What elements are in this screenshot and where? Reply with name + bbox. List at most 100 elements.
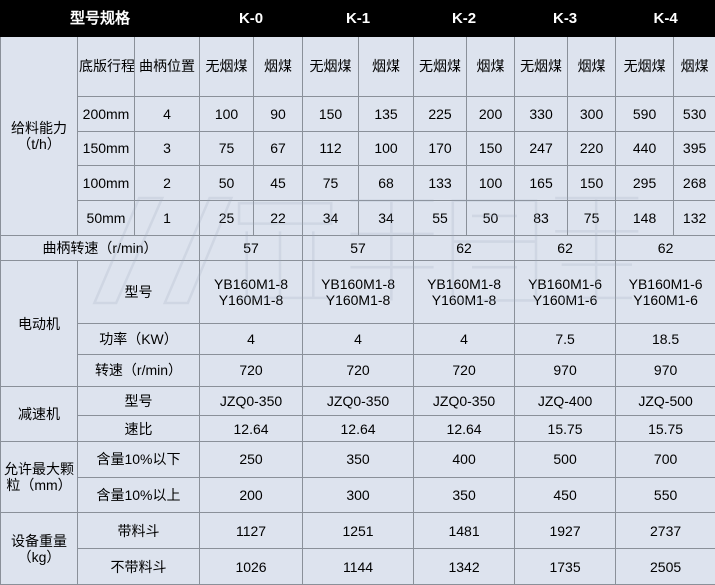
row-label-motor: 电动机	[0, 260, 78, 387]
feeding-stroke-2: 100mm	[77, 165, 135, 202]
feeding-value-1-3: 100	[358, 130, 415, 167]
feeding-value-0-1: 90	[253, 95, 304, 132]
table-row: 150mm 3 75 67 112 100 170 150 247 220 44…	[1, 130, 715, 167]
max-particle-above-value-1: 300	[302, 476, 415, 514]
feeding-value-2-7: 150	[567, 165, 617, 202]
feeding-value-2-5: 100	[466, 165, 516, 202]
without-hopper-value-0: 1026	[199, 548, 304, 585]
feeding-value-2-3: 68	[358, 165, 415, 202]
motor-model-value-3: YB160M1-6 Y160M1-6	[514, 260, 617, 324]
feeding-value-2-2: 75	[302, 165, 360, 202]
max-particle-below-value-2: 400	[413, 440, 516, 478]
feeding-stroke-1: 150mm	[77, 130, 135, 167]
feeding-value-3-7: 75	[567, 200, 617, 236]
subheader-coal-type-8: 无烟煤	[615, 35, 675, 97]
table-header-row: 型号规格 K-0 K-1 K-2 K-3 K-4	[0, 0, 715, 37]
crank-speed-value-0: 57	[199, 234, 304, 262]
feeding-value-3-8: 148	[615, 200, 675, 236]
motor-power-value-0: 4	[199, 322, 304, 356]
max-particle-above-value-0: 200	[199, 476, 304, 514]
max-particle-label-line2: 粒（mm）	[6, 477, 72, 494]
feeding-value-0-7: 300	[567, 95, 617, 132]
motor-power-row: 功率（KW） 4 4 4 7.5 18.5	[1, 322, 715, 356]
motor-model-3-line2: Y160M1-6	[532, 291, 598, 308]
reducer-model-value-2: JZQ0-350	[413, 385, 516, 417]
motor-model-value-4: YB160M1-6 Y160M1-6	[615, 260, 715, 324]
feeding-value-1-4: 170	[413, 130, 468, 167]
subheader-coal-type-4: 无烟煤	[413, 35, 468, 97]
feeding-value-3-1: 22	[253, 200, 304, 236]
motor-speed-value-4: 970	[615, 354, 715, 387]
motor-model-4-line1: YB160M1-6	[628, 275, 703, 292]
motor-model-value-2: YB160M1-8 Y160M1-8	[413, 260, 516, 324]
max-particle-below-label: 含量10%以下	[76, 440, 201, 478]
feeding-crank-3: 1	[133, 200, 201, 236]
table-row: 100mm 2 50 45 75 68 133 100 165 150 295 …	[1, 165, 715, 202]
feeding-stroke-0: 200mm	[77, 95, 135, 132]
with-hopper-label: 带料斗	[76, 512, 201, 550]
reducer-model-value-4: JZQ-500	[615, 385, 715, 417]
feeding-value-3-2: 34	[302, 200, 360, 236]
feeding-value-0-6: 330	[514, 95, 569, 132]
without-hopper-value-4: 2505	[615, 548, 715, 585]
reducer-model-value-1: JZQ0-350	[302, 385, 415, 417]
reducer-model-label: 型号	[76, 385, 201, 417]
without-hopper-value-2: 1342	[413, 548, 516, 585]
reducer-ratio-value-2: 12.64	[413, 415, 516, 442]
feeding-value-3-5: 50	[466, 200, 516, 236]
motor-model-3-line1: YB160M1-6	[528, 275, 603, 292]
header-spec-label: 型号规格	[0, 0, 201, 37]
max-particle-above-row: 含量10%以上 200 300 350 450 550	[1, 476, 715, 514]
feeding-stroke-3: 50mm	[77, 200, 135, 236]
with-hopper-value-0: 1127	[199, 512, 304, 550]
reducer-model-value-0: JZQ0-350	[199, 385, 304, 417]
with-hopper-value-3: 1927	[514, 512, 617, 550]
reducer-ratio-label: 速比	[76, 415, 201, 442]
motor-power-value-3: 7.5	[514, 322, 617, 356]
header-model-k2: K-2	[413, 0, 516, 37]
feeding-value-3-9: 132	[673, 200, 715, 236]
subheader-coal-type-3: 烟煤	[358, 35, 415, 97]
header-model-k1: K-1	[302, 0, 415, 37]
feeding-crank-0: 4	[133, 95, 201, 132]
feeding-value-2-4: 133	[413, 165, 468, 202]
motor-model-value-1: YB160M1-8 Y160M1-8	[302, 260, 415, 324]
motor-model-row: 电动机 型号 YB160M1-8 Y160M1-8 YB160M1-8 Y160…	[0, 260, 715, 387]
reducer-ratio-value-1: 12.64	[302, 415, 415, 442]
feeding-value-1-0: 75	[199, 130, 255, 167]
subheader-coal-type-9: 烟煤	[673, 35, 715, 97]
motor-model-label: 型号	[76, 260, 201, 324]
feeding-value-1-1: 67	[253, 130, 304, 167]
with-hopper-value-2: 1481	[413, 512, 516, 550]
crank-speed-value-2: 62	[413, 234, 516, 262]
crank-speed-value-4: 62	[615, 234, 715, 262]
motor-speed-value-3: 970	[514, 354, 617, 387]
subheader-coal-type-5: 烟煤	[466, 35, 516, 97]
subheader-coal-type-2: 无烟煤	[302, 35, 360, 97]
motor-speed-label: 转速（r/min）	[76, 354, 201, 387]
max-particle-below-value-4: 700	[615, 440, 715, 478]
reducer-ratio-value-3: 15.75	[514, 415, 617, 442]
feeding-value-3-6: 83	[514, 200, 569, 236]
feeding-value-2-6: 165	[514, 165, 569, 202]
feeding-value-2-0: 50	[199, 165, 255, 202]
motor-model-2-line1: YB160M1-8	[427, 275, 502, 292]
subheader-crank-position-label: 曲柄位置	[133, 35, 201, 97]
subheader-stroke-label: 底版行程	[77, 35, 135, 97]
motor-speed-value-0: 720	[199, 354, 304, 387]
feeding-value-3-0: 25	[199, 200, 255, 236]
table-row: 50mm 1 25 22 34 34 55 50 83 75 148 132	[1, 200, 715, 236]
motor-power-value-2: 4	[413, 322, 516, 356]
without-hopper-value-3: 1735	[514, 548, 617, 585]
crank-speed-label: 曲柄转速（r/min）	[0, 234, 201, 262]
feeding-value-0-0: 100	[199, 95, 255, 132]
feeding-value-1-5: 150	[466, 130, 516, 167]
feeding-value-0-9: 530	[673, 95, 715, 132]
equipment-weight-label-line2: （kg）	[17, 548, 61, 565]
equipment-weight-with-hopper-row: 设备重量 （kg） 带料斗 1127 1251 1481 1927 2737	[0, 512, 715, 585]
with-hopper-value-4: 2737	[615, 512, 715, 550]
feeding-value-1-9: 395	[673, 130, 715, 167]
subheader-coal-type-6: 无烟煤	[514, 35, 569, 97]
motor-model-2-line2: Y160M1-8	[431, 291, 497, 308]
crank-speed-row: 曲柄转速（r/min） 57 57 62 62 62	[0, 234, 715, 262]
